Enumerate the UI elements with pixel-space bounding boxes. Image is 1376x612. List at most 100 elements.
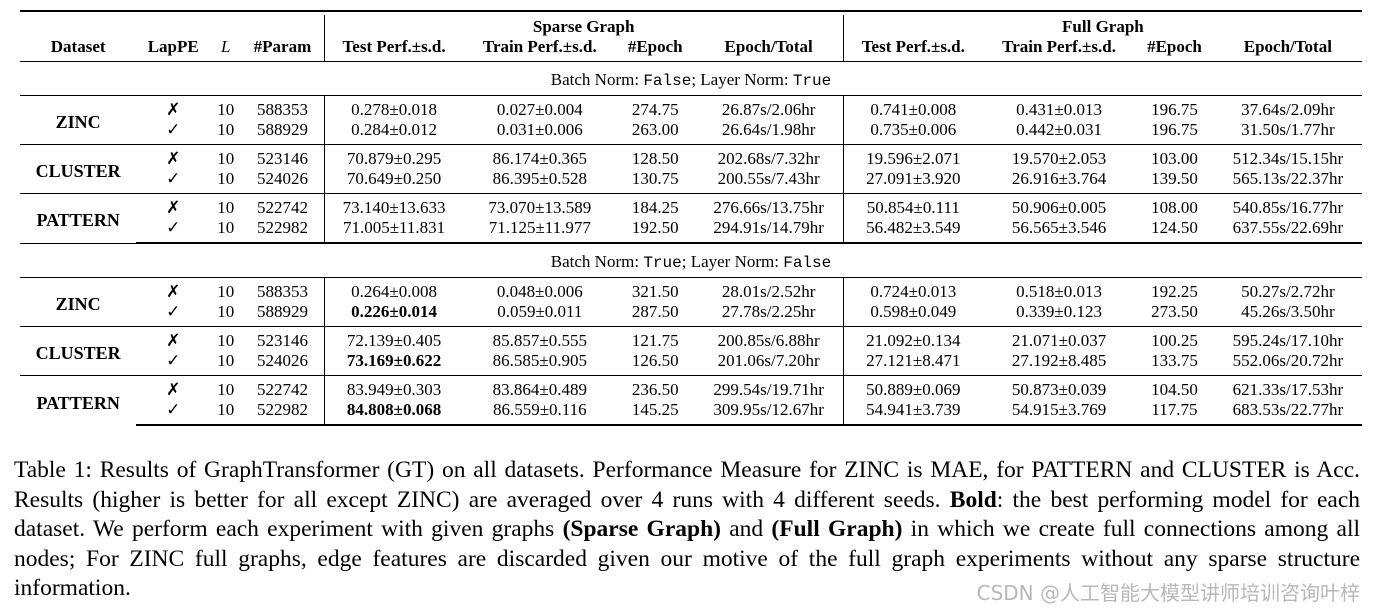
sparse-test-perf: 73.140±13.633	[323, 193, 464, 218]
full-train-perf: 56.565±3.546	[982, 218, 1136, 244]
param-count: 522742	[241, 375, 325, 400]
table-row: ✓ 10 524026 73.169±0.622 86.585±0.905 126.50 2…	[20, 351, 1362, 376]
config-label-ln: ; Layer Norm:	[681, 252, 784, 271]
full-train-perf: 0.339±0.123	[1016, 302, 1102, 321]
sparse-epoch: 263.00	[631, 120, 679, 139]
full-epoch: 117.75	[1135, 400, 1214, 426]
config-row: Batch Norm: False; Layer Norm: True	[20, 66, 1362, 96]
caption-text-2: : the best performing model for each dat…	[14, 486, 1360, 543]
layers-value: 10	[217, 120, 235, 139]
layers-value: 10	[217, 302, 235, 321]
sparse-train-perf: 85.857±0.555	[463, 326, 616, 351]
full-epoch: 108.00	[1135, 193, 1214, 218]
table-row: CLUSTER ✗ 10 523146 72.139±0.405 85.857±0.555…	[20, 326, 1362, 376]
col-sparse-test: Test Perf.±s.d.	[323, 37, 464, 62]
full-test-perf: 0.741±0.008	[842, 95, 983, 120]
config-value-bn: True	[643, 254, 682, 272]
layers-value: 10	[210, 375, 242, 400]
sparse-epoch-total: 201.06s/7.20hr	[717, 351, 820, 370]
sparse-test-perf: 0.264±0.008	[323, 277, 464, 302]
config-value-ln: True	[792, 72, 832, 90]
sparse-graph-header: Sparse Graph	[323, 15, 844, 37]
lappe-mark: ✗	[136, 95, 211, 120]
sparse-test-perf: 0.284±0.012	[323, 120, 464, 145]
layers-value: 10	[210, 95, 242, 120]
sparse-test-perf: 71.005±11.831	[323, 218, 464, 244]
sparse-epoch-total: 26.87s/2.06hr	[694, 95, 844, 120]
full-epoch-total: 552.06s/20.72hr	[1232, 351, 1344, 370]
col-full-epoch: #Epoch	[1135, 37, 1214, 62]
full-epoch: 100.25	[1135, 326, 1214, 351]
sparse-epoch-total: 294.91s/14.79hr	[694, 218, 844, 244]
sparse-train-perf: 71.125±11.977	[463, 218, 616, 244]
lappe-mark: ✗	[136, 277, 211, 302]
col-full-train: Train Perf.±s.d.	[982, 37, 1136, 62]
full-epoch: 104.50	[1135, 375, 1214, 400]
full-epoch-total: 50.27s/2.72hr	[1213, 277, 1362, 302]
param-count: 588353	[241, 277, 325, 302]
full-epoch-total: 621.33s/17.53hr	[1213, 375, 1362, 400]
full-test-perf: 0.724±0.013	[842, 277, 983, 302]
sparse-test-perf: 70.879±0.295	[323, 144, 464, 169]
caption-text-4: in which we create full connections amon…	[14, 516, 1360, 601]
full-test-perf: 21.092±0.134	[842, 326, 983, 351]
sparse-train-perf: 0.048±0.006	[463, 277, 616, 302]
lappe-mark: ✗	[136, 375, 211, 400]
dataset-name: PATTERN	[20, 375, 137, 425]
table-row: PATTERN ✗ 10 522742 73.140±13.633 73.070±13.5…	[20, 193, 1362, 243]
param-count: 588929	[256, 120, 308, 139]
sparse-test-perf: 84.808±0.068	[323, 400, 464, 426]
results-table: Sparse Graph Full Graph Dataset LapPE L …	[20, 10, 1362, 426]
caption-text-3: and	[720, 516, 772, 542]
lappe-mark: ✓	[166, 120, 181, 139]
layers-value: 10	[217, 169, 235, 188]
lappe-mark: ✗	[136, 326, 211, 351]
full-test-perf: 50.854±0.111	[842, 193, 983, 218]
col-l: L	[210, 37, 242, 62]
table-row: ✓ 10 588929 0.284±0.012 0.031±0.006 263.00 26.…	[20, 120, 1362, 145]
full-epoch-total: 512.34s/15.15hr	[1213, 144, 1362, 169]
full-epoch-total: 540.85s/16.77hr	[1213, 193, 1362, 218]
full-train-perf: 27.192±8.485	[1011, 351, 1107, 370]
sparse-test-perf: 83.949±0.303	[323, 375, 464, 400]
sparse-epoch: 126.50	[631, 351, 679, 370]
sparse-test-perf: 70.649±0.250	[323, 169, 464, 194]
full-epoch-total: 595.24s/17.10hr	[1213, 326, 1362, 351]
lappe-mark: ✗	[136, 193, 211, 218]
dataset-name: ZINC	[20, 277, 137, 327]
layers-value: 10	[210, 218, 242, 244]
col-lappe: LapPE	[136, 37, 211, 62]
full-epoch: 133.75	[1151, 351, 1198, 370]
sparse-train-perf: 86.395±0.528	[492, 169, 587, 188]
sparse-epoch: 236.50	[615, 375, 695, 400]
table-row: ZINC ✗ 10 588353 0.278±0.018 0.027±0.004 274.7…	[20, 95, 1362, 145]
lappe-mark: ✗	[136, 144, 211, 169]
sparse-test-perf: 0.226±0.014	[323, 302, 464, 327]
table-row: ZINC ✗ 10 588353 0.264±0.008 0.048±0.006 321.5…	[20, 277, 1362, 327]
sparse-epoch: 145.25	[615, 400, 695, 426]
lappe-mark: ✓	[166, 351, 181, 370]
col-sparse-train: Train Perf.±s.d.	[463, 37, 616, 62]
sparse-epoch: 274.75	[615, 95, 695, 120]
sparse-epoch: 192.50	[615, 218, 695, 244]
sparse-epoch: 184.25	[615, 193, 695, 218]
sparse-epoch-total: 200.55s/7.43hr	[717, 169, 820, 188]
lappe-mark: ✓	[166, 302, 181, 321]
full-train-perf: 50.873±0.039	[982, 375, 1136, 400]
param-count: 588929	[256, 302, 308, 321]
full-train-perf: 50.906±0.005	[982, 193, 1136, 218]
full-test-perf: 0.598±0.049	[842, 302, 983, 327]
param-count: 523146	[241, 326, 325, 351]
col-param: #Param	[241, 37, 325, 62]
config-value-ln: False	[783, 254, 832, 272]
full-train-perf: 0.431±0.013	[982, 95, 1136, 120]
col-sparse-epoch: #Epoch	[615, 37, 695, 62]
dataset-name: ZINC	[20, 95, 137, 145]
dataset-name: PATTERN	[20, 193, 137, 243]
sparse-train-perf: 86.585±0.905	[492, 351, 587, 370]
full-epoch-total: 637.55s/22.69hr	[1213, 218, 1362, 244]
full-test-perf: 50.889±0.069	[842, 375, 983, 400]
full-test-perf: 56.482±3.549	[842, 218, 983, 244]
sparse-epoch-total: 28.01s/2.52hr	[694, 277, 844, 302]
col-sparse-time: Epoch/Total	[694, 37, 844, 62]
